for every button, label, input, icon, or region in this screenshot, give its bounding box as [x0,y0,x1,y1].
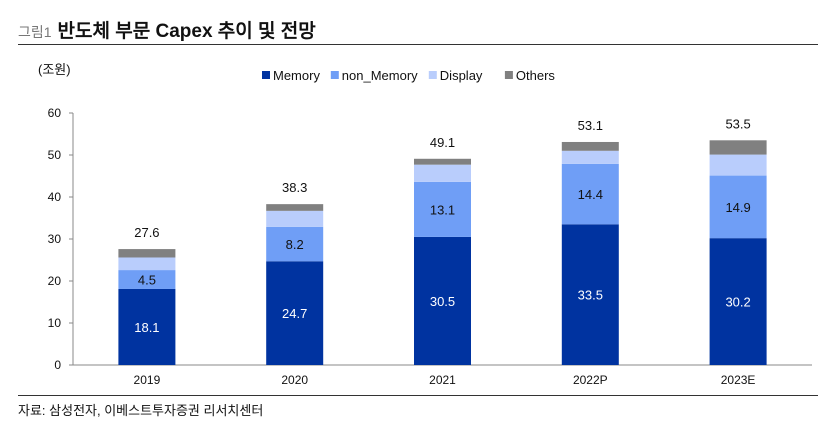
legend-swatch [504,71,513,79]
legend-entry: Memory [273,68,320,83]
segment-value-label: 14.4 [578,187,603,202]
x-tick-label: 2022P [573,373,608,387]
bar-segment-memory [709,238,767,365]
bar-segment-non_memory [709,175,767,239]
bar-segment-others [561,141,619,151]
legend-entry: Display [440,68,483,83]
segment-value-label: 24.7 [282,306,307,321]
y-tick-label: 10 [48,316,62,330]
x-tick-label: 2019 [134,373,161,387]
source-divider [18,395,818,396]
title-text: 반도체 부문 Capex 추이 및 전망 [57,21,316,42]
segment-value-label: 13.1 [430,202,455,217]
legend-entry: Others [516,68,556,83]
bar-segment-memory [561,224,619,365]
segment-value-label: 30.5 [430,294,455,309]
bar-segment-non_memory [118,270,176,289]
y-tick-label: 0 [54,358,61,372]
y-tick-label: 50 [48,148,62,162]
bar-segment-memory [266,261,324,365]
total-label: 49.1 [430,135,455,150]
source-note: 자료: 삼성전자, 이베스트투자증권 리서치센터 [18,403,264,418]
segment-value-label: 4.5 [138,273,156,288]
segment-value-label: 14.9 [725,200,750,215]
x-tick-label: 2023E [721,373,756,387]
legend-entry: non_Memory [342,68,418,83]
total-label: 38.3 [282,180,307,195]
bar-segment-display [709,154,767,176]
y-axis-label: (조원) [38,62,71,77]
y-tick-label: 40 [48,190,62,204]
segment-value-label: 30.2 [725,295,750,310]
bar-segment-non_memory [414,181,471,237]
legend-swatch [262,71,270,79]
y-tick-label: 30 [48,232,62,246]
total-label: 53.1 [578,118,603,133]
segment-value-label: 33.5 [578,288,603,303]
title-divider [18,44,818,45]
figure-title: 그림1 반도체 부문 Capex 추이 및 전망 [18,16,316,43]
total-label: 53.5 [725,116,750,131]
bar-segment-memory [118,288,176,365]
bar-segment-display [266,210,324,227]
x-tick-label: 2021 [429,373,456,387]
bar-segment-others [118,249,176,258]
bar-segment-others [414,158,471,165]
legend-swatch [428,71,437,79]
segment-value-label: 8.2 [286,237,304,252]
legend-swatch [330,71,339,79]
bar-segment-memory [414,236,471,365]
x-tick-label: 2020 [281,373,308,387]
bar-segment-non_memory [561,163,619,225]
y-tick-label: 60 [48,106,62,120]
figure-label: 그림1 [18,24,52,40]
y-tick-label: 20 [48,274,62,288]
bar-segment-display [414,164,471,182]
bar-segment-display [561,150,619,164]
bar-segment-display [118,257,176,271]
bar-segment-non_memory [266,226,324,262]
bar-segment-others [266,204,324,211]
segment-value-label: 18.1 [134,320,159,335]
total-label: 27.6 [134,225,159,240]
bar-segment-others [709,140,767,155]
